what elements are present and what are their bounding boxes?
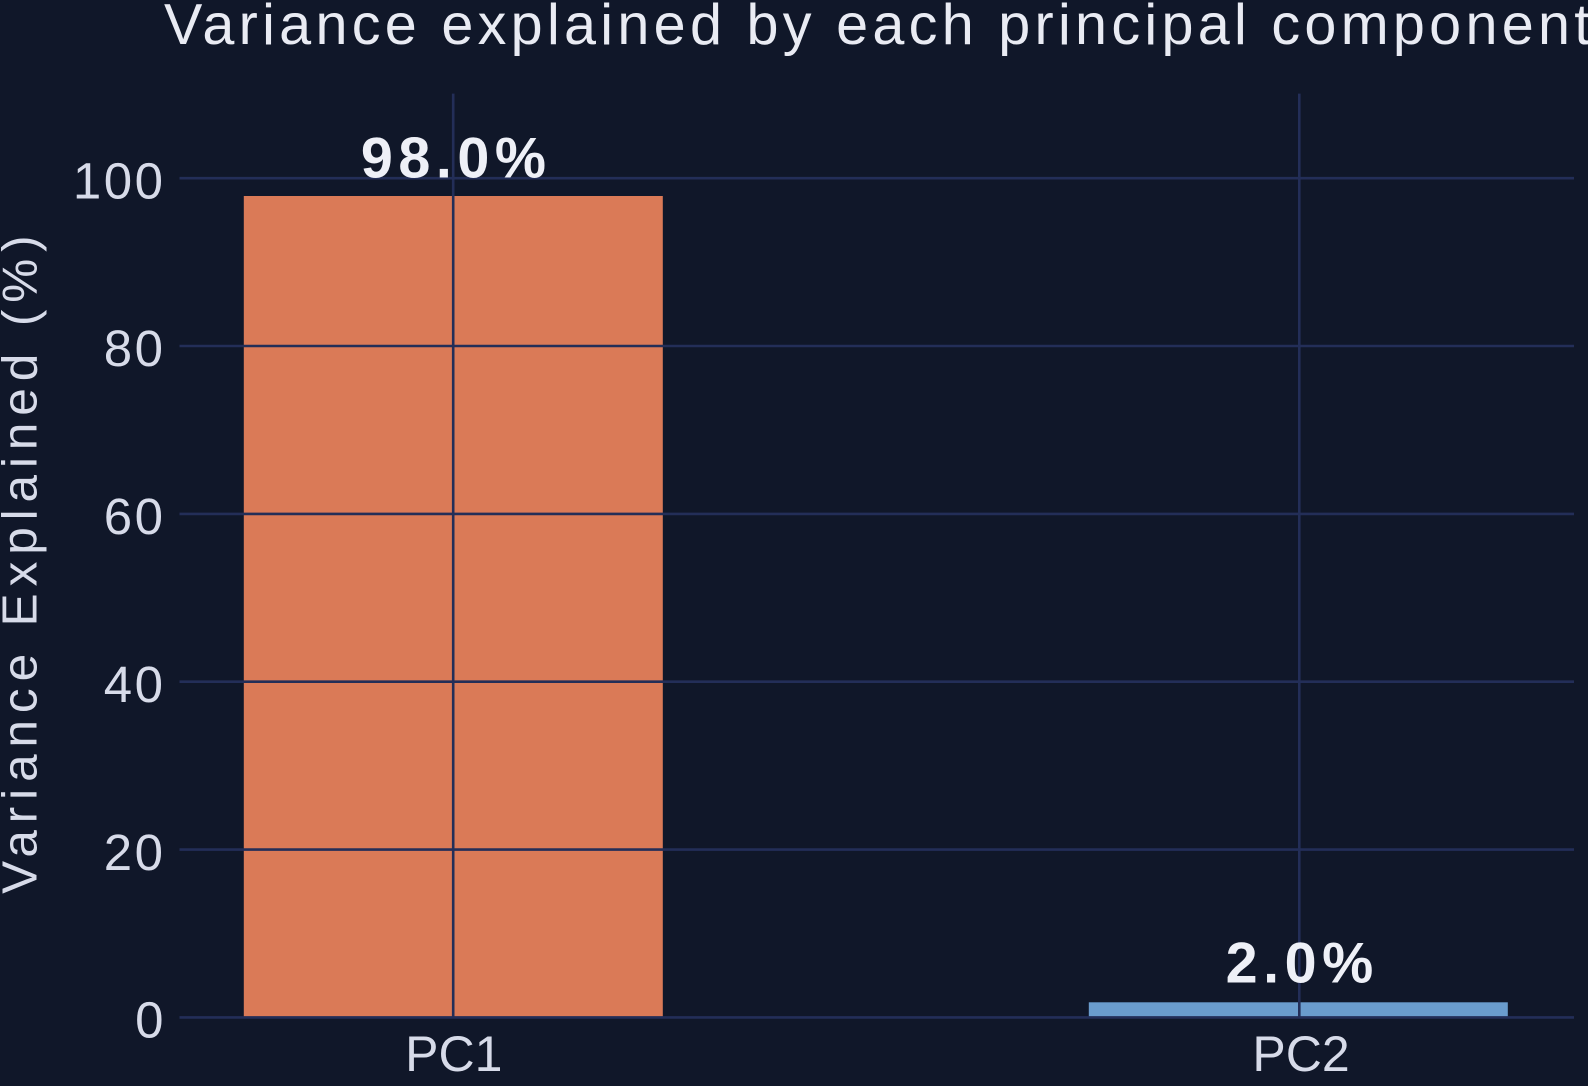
svg-text:PC2: PC2 (1252, 1026, 1349, 1081)
svg-text:80: 80 (104, 320, 166, 377)
svg-text:100: 100 (73, 152, 166, 209)
svg-text:60: 60 (104, 488, 166, 545)
svg-text:2.0%: 2.0% (1226, 932, 1379, 996)
svg-text:0: 0 (135, 992, 166, 1049)
svg-text:40: 40 (104, 656, 166, 713)
svg-text:98.0%: 98.0% (361, 126, 552, 190)
svg-text:Variance explained by each pri: Variance explained by each principal com… (164, 0, 1588, 57)
svg-text:PC1: PC1 (405, 1026, 502, 1081)
svg-text:20: 20 (104, 824, 166, 881)
svg-text:Variance Explained (%): Variance Explained (%) (0, 229, 48, 894)
